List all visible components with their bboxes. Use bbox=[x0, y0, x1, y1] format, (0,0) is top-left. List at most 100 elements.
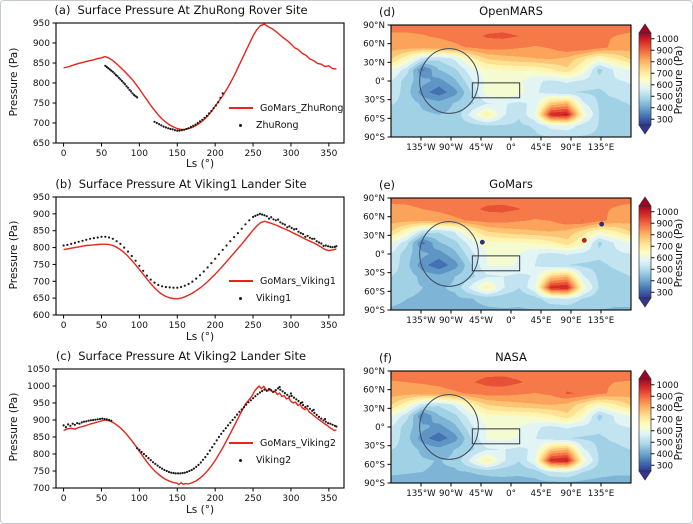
svg-text:900: 900 bbox=[657, 219, 674, 229]
svg-text:60°N: 60°N bbox=[363, 40, 385, 50]
panel-b-title: (b) Surface Pressure At Viking1 Lander Si… bbox=[1, 177, 361, 191]
panel-e-label: (e) bbox=[379, 178, 396, 192]
svg-text:0°: 0° bbox=[375, 423, 385, 433]
red-line-sample bbox=[229, 280, 253, 282]
svg-text:45°W: 45°W bbox=[469, 143, 493, 153]
svg-text:400: 400 bbox=[657, 450, 674, 460]
svg-text:600: 600 bbox=[657, 81, 674, 91]
svg-text:0: 0 bbox=[61, 149, 67, 159]
panel-c-label: (c) bbox=[55, 349, 72, 363]
panel-a-xlabel: Ls (°) bbox=[185, 158, 215, 170]
svg-text:60°N: 60°N bbox=[363, 213, 385, 223]
svg-text:50: 50 bbox=[96, 494, 108, 504]
svg-text:650: 650 bbox=[33, 139, 50, 149]
svg-text:60°S: 60°S bbox=[364, 460, 385, 470]
panel-c-xlabel: Ls (°) bbox=[185, 504, 215, 516]
svg-text:300: 300 bbox=[657, 288, 674, 298]
svg-text:800: 800 bbox=[657, 58, 674, 68]
svg-text:60°S: 60°S bbox=[364, 287, 385, 297]
svg-text:30°S: 30°S bbox=[364, 96, 385, 106]
svg-text:90°W: 90°W bbox=[439, 489, 463, 499]
svg-text:50: 50 bbox=[96, 321, 108, 331]
svg-text:45°E: 45°E bbox=[531, 316, 552, 326]
svg-text:300: 300 bbox=[282, 149, 299, 159]
svg-text:700: 700 bbox=[657, 242, 674, 252]
legend-b-obs: Viking1 bbox=[229, 292, 291, 304]
svg-text:135°W: 135°W bbox=[406, 489, 436, 499]
svg-text:700: 700 bbox=[33, 119, 50, 129]
svg-text:1000: 1000 bbox=[657, 381, 679, 391]
svg-text:150: 150 bbox=[169, 149, 186, 159]
svg-text:60°S: 60°S bbox=[364, 114, 385, 124]
svg-text:400: 400 bbox=[657, 104, 674, 114]
svg-text:100: 100 bbox=[131, 321, 148, 331]
svg-text:800: 800 bbox=[33, 79, 50, 89]
svg-text:300: 300 bbox=[657, 115, 674, 125]
colorbar-e-label: Pressure (Pa) bbox=[673, 218, 685, 288]
svg-text:0°: 0° bbox=[506, 489, 516, 499]
panel-f-title-text: NASA bbox=[495, 350, 527, 364]
legend-a-obs: ZhuRong bbox=[229, 119, 299, 131]
panel-c-ylabel: Pressure (Pa) bbox=[8, 392, 20, 462]
svg-text:750: 750 bbox=[33, 99, 50, 109]
svg-text:90°E: 90°E bbox=[561, 489, 582, 499]
svg-text:90°E: 90°E bbox=[561, 316, 582, 326]
svg-text:250: 250 bbox=[244, 149, 261, 159]
svg-text:300: 300 bbox=[282, 494, 299, 504]
panel-c-title: (c) Surface Pressure At Viking2 Lander Si… bbox=[1, 349, 361, 363]
panel-b-label: (b) bbox=[55, 177, 72, 191]
colorbar-f-label: Pressure (Pa) bbox=[673, 391, 685, 461]
panel-d-label: (d) bbox=[379, 5, 396, 19]
svg-text:150: 150 bbox=[169, 321, 186, 331]
svg-text:135°E: 135°E bbox=[588, 489, 614, 499]
svg-text:100: 100 bbox=[131, 149, 148, 159]
svg-text:0°: 0° bbox=[375, 77, 385, 87]
svg-text:200: 200 bbox=[207, 321, 224, 331]
svg-text:850: 850 bbox=[33, 59, 50, 69]
svg-text:0°: 0° bbox=[506, 316, 516, 326]
panel-b-xlabel: Ls (°) bbox=[185, 331, 215, 343]
svg-text:45°W: 45°W bbox=[469, 489, 493, 499]
black-dot-sample bbox=[239, 458, 242, 462]
svg-text:45°E: 45°E bbox=[531, 143, 552, 153]
panel-c-title-text: Surface Pressure At Viking2 Lander Site bbox=[78, 349, 307, 363]
svg-text:650: 650 bbox=[33, 294, 50, 304]
svg-text:300: 300 bbox=[657, 461, 674, 471]
svg-text:900: 900 bbox=[33, 210, 50, 220]
svg-text:45°E: 45°E bbox=[531, 489, 552, 499]
svg-text:90°N: 90°N bbox=[363, 21, 385, 31]
svg-text:950: 950 bbox=[33, 399, 50, 409]
svg-text:850: 850 bbox=[33, 227, 50, 237]
svg-text:750: 750 bbox=[33, 260, 50, 270]
svg-text:900: 900 bbox=[33, 39, 50, 49]
black-dot-sample bbox=[239, 296, 242, 300]
svg-text:0: 0 bbox=[61, 321, 67, 331]
legend-b-model: GoMars_Viking1 bbox=[229, 275, 336, 287]
svg-text:90°N: 90°N bbox=[363, 194, 385, 204]
svg-text:350: 350 bbox=[320, 494, 337, 504]
svg-text:30°N: 30°N bbox=[363, 404, 385, 414]
svg-text:700: 700 bbox=[33, 484, 50, 494]
svg-text:600: 600 bbox=[657, 254, 674, 264]
svg-text:900: 900 bbox=[657, 392, 674, 402]
svg-text:1000: 1000 bbox=[27, 382, 50, 392]
panel-f-label: (f) bbox=[379, 351, 393, 365]
svg-text:60°N: 60°N bbox=[363, 386, 385, 396]
svg-text:135°W: 135°W bbox=[406, 316, 436, 326]
svg-text:90°N: 90°N bbox=[363, 367, 385, 377]
svg-text:950: 950 bbox=[33, 193, 50, 203]
red-line-sample bbox=[229, 442, 253, 444]
svg-text:150: 150 bbox=[169, 494, 186, 504]
colorbar-d-label: Pressure (Pa) bbox=[673, 45, 685, 115]
svg-text:90°S: 90°S bbox=[364, 133, 385, 143]
svg-text:700: 700 bbox=[657, 415, 674, 425]
svg-text:900: 900 bbox=[33, 416, 50, 426]
svg-text:700: 700 bbox=[33, 277, 50, 287]
panel-d-title-text: OpenMARS bbox=[479, 4, 543, 18]
svg-text:1050: 1050 bbox=[27, 365, 50, 375]
svg-text:90°S: 90°S bbox=[364, 479, 385, 489]
svg-text:900: 900 bbox=[657, 46, 674, 56]
map-gomars-field bbox=[391, 198, 631, 310]
